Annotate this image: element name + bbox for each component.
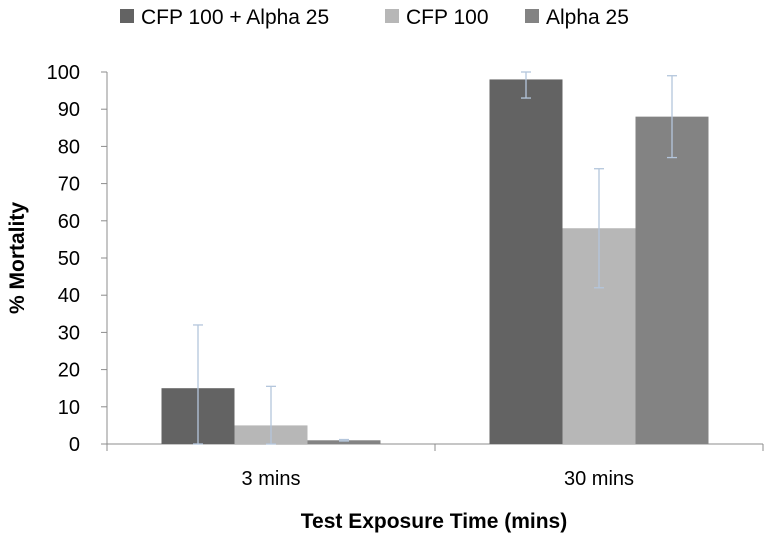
bar: [307, 440, 381, 444]
y-tick-label: 50: [58, 248, 80, 270]
y-tick-label: 90: [58, 99, 80, 121]
x-axis: 3 mins 30 mins: [106, 443, 764, 490]
y-tick-label: 40: [58, 285, 80, 307]
x-tick-label: 30 mins: [564, 468, 634, 490]
y-tick-label: 20: [58, 360, 80, 382]
y-axis: 0 10 20 30 40 50 60 70 80 90 100: [47, 62, 108, 456]
x-tick-label: 3 mins: [242, 468, 301, 490]
y-tick-label: 10: [58, 397, 80, 419]
error-bars: [193, 71, 677, 445]
y-tick-label: 70: [58, 174, 80, 196]
y-tick-label: 80: [58, 136, 80, 158]
bar: [489, 79, 563, 444]
x-axis-title: Test Exposure Time (mins): [301, 510, 567, 533]
y-tick-label: 60: [58, 211, 80, 233]
legend-label: Alpha 25: [546, 6, 629, 29]
bar: [635, 116, 709, 444]
legend-swatch: [120, 9, 134, 23]
legend-label: CFP 100: [406, 6, 489, 29]
y-tick-label: 0: [69, 434, 80, 456]
legend-swatch: [385, 9, 399, 23]
legend-label: CFP 100 + Alpha 25: [141, 6, 329, 29]
y-axis-title: % Mortality: [6, 202, 29, 314]
bars: [161, 79, 709, 444]
y-tick-label: 30: [58, 322, 80, 344]
y-tick-label: 100: [47, 62, 80, 84]
legend: CFP 100 + Alpha 25 CFP 100 Alpha 25: [120, 6, 629, 29]
legend-swatch: [525, 9, 539, 23]
